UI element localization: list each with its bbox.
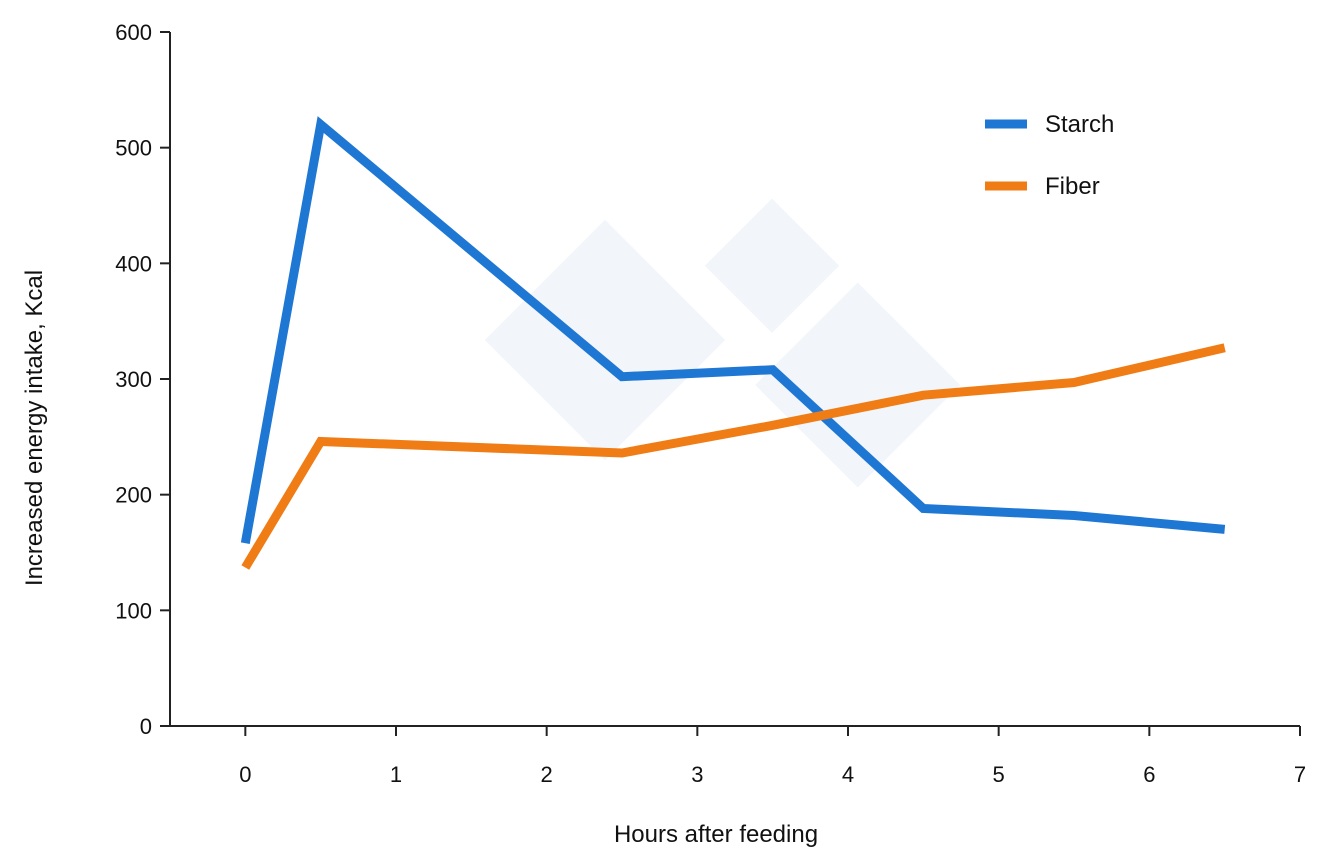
x-tick-label: 3 <box>691 762 703 787</box>
series-layer <box>240 116 1226 570</box>
series-line-fiber <box>241 343 1226 570</box>
y-ticks: 0 100 200 300 400 500 600 <box>115 20 170 739</box>
x-tick-label: 5 <box>993 762 1005 787</box>
y-tick-label: 0 <box>140 714 152 739</box>
x-tick-label: 0 <box>239 762 251 787</box>
legend: Starch Fiber <box>985 111 1114 200</box>
legend-label-starch: Starch <box>1045 111 1114 138</box>
x-axis-title: Hours after feeding <box>614 821 818 848</box>
y-axis-title: Increased energy intake, Kcal <box>21 270 48 586</box>
watermark-logo <box>484 198 961 488</box>
x-tick-label: 6 <box>1143 762 1155 787</box>
y-tick-label: 500 <box>115 136 152 161</box>
y-tick-label: 100 <box>115 598 152 623</box>
y-tick-label: 600 <box>115 20 152 45</box>
x-tick-label: 4 <box>842 762 854 787</box>
y-tick-label: 300 <box>115 367 152 392</box>
x-tick-label: 2 <box>541 762 553 787</box>
x-tick-label: 1 <box>390 762 402 787</box>
y-tick-label: 400 <box>115 251 152 276</box>
series-line-starch <box>240 116 1226 544</box>
legend-label-fiber: Fiber <box>1045 173 1100 200</box>
x-ticks: 0 1 2 3 4 5 6 7 <box>239 726 1306 787</box>
x-tick-label: 7 <box>1294 762 1306 787</box>
y-tick-label: 200 <box>115 483 152 508</box>
